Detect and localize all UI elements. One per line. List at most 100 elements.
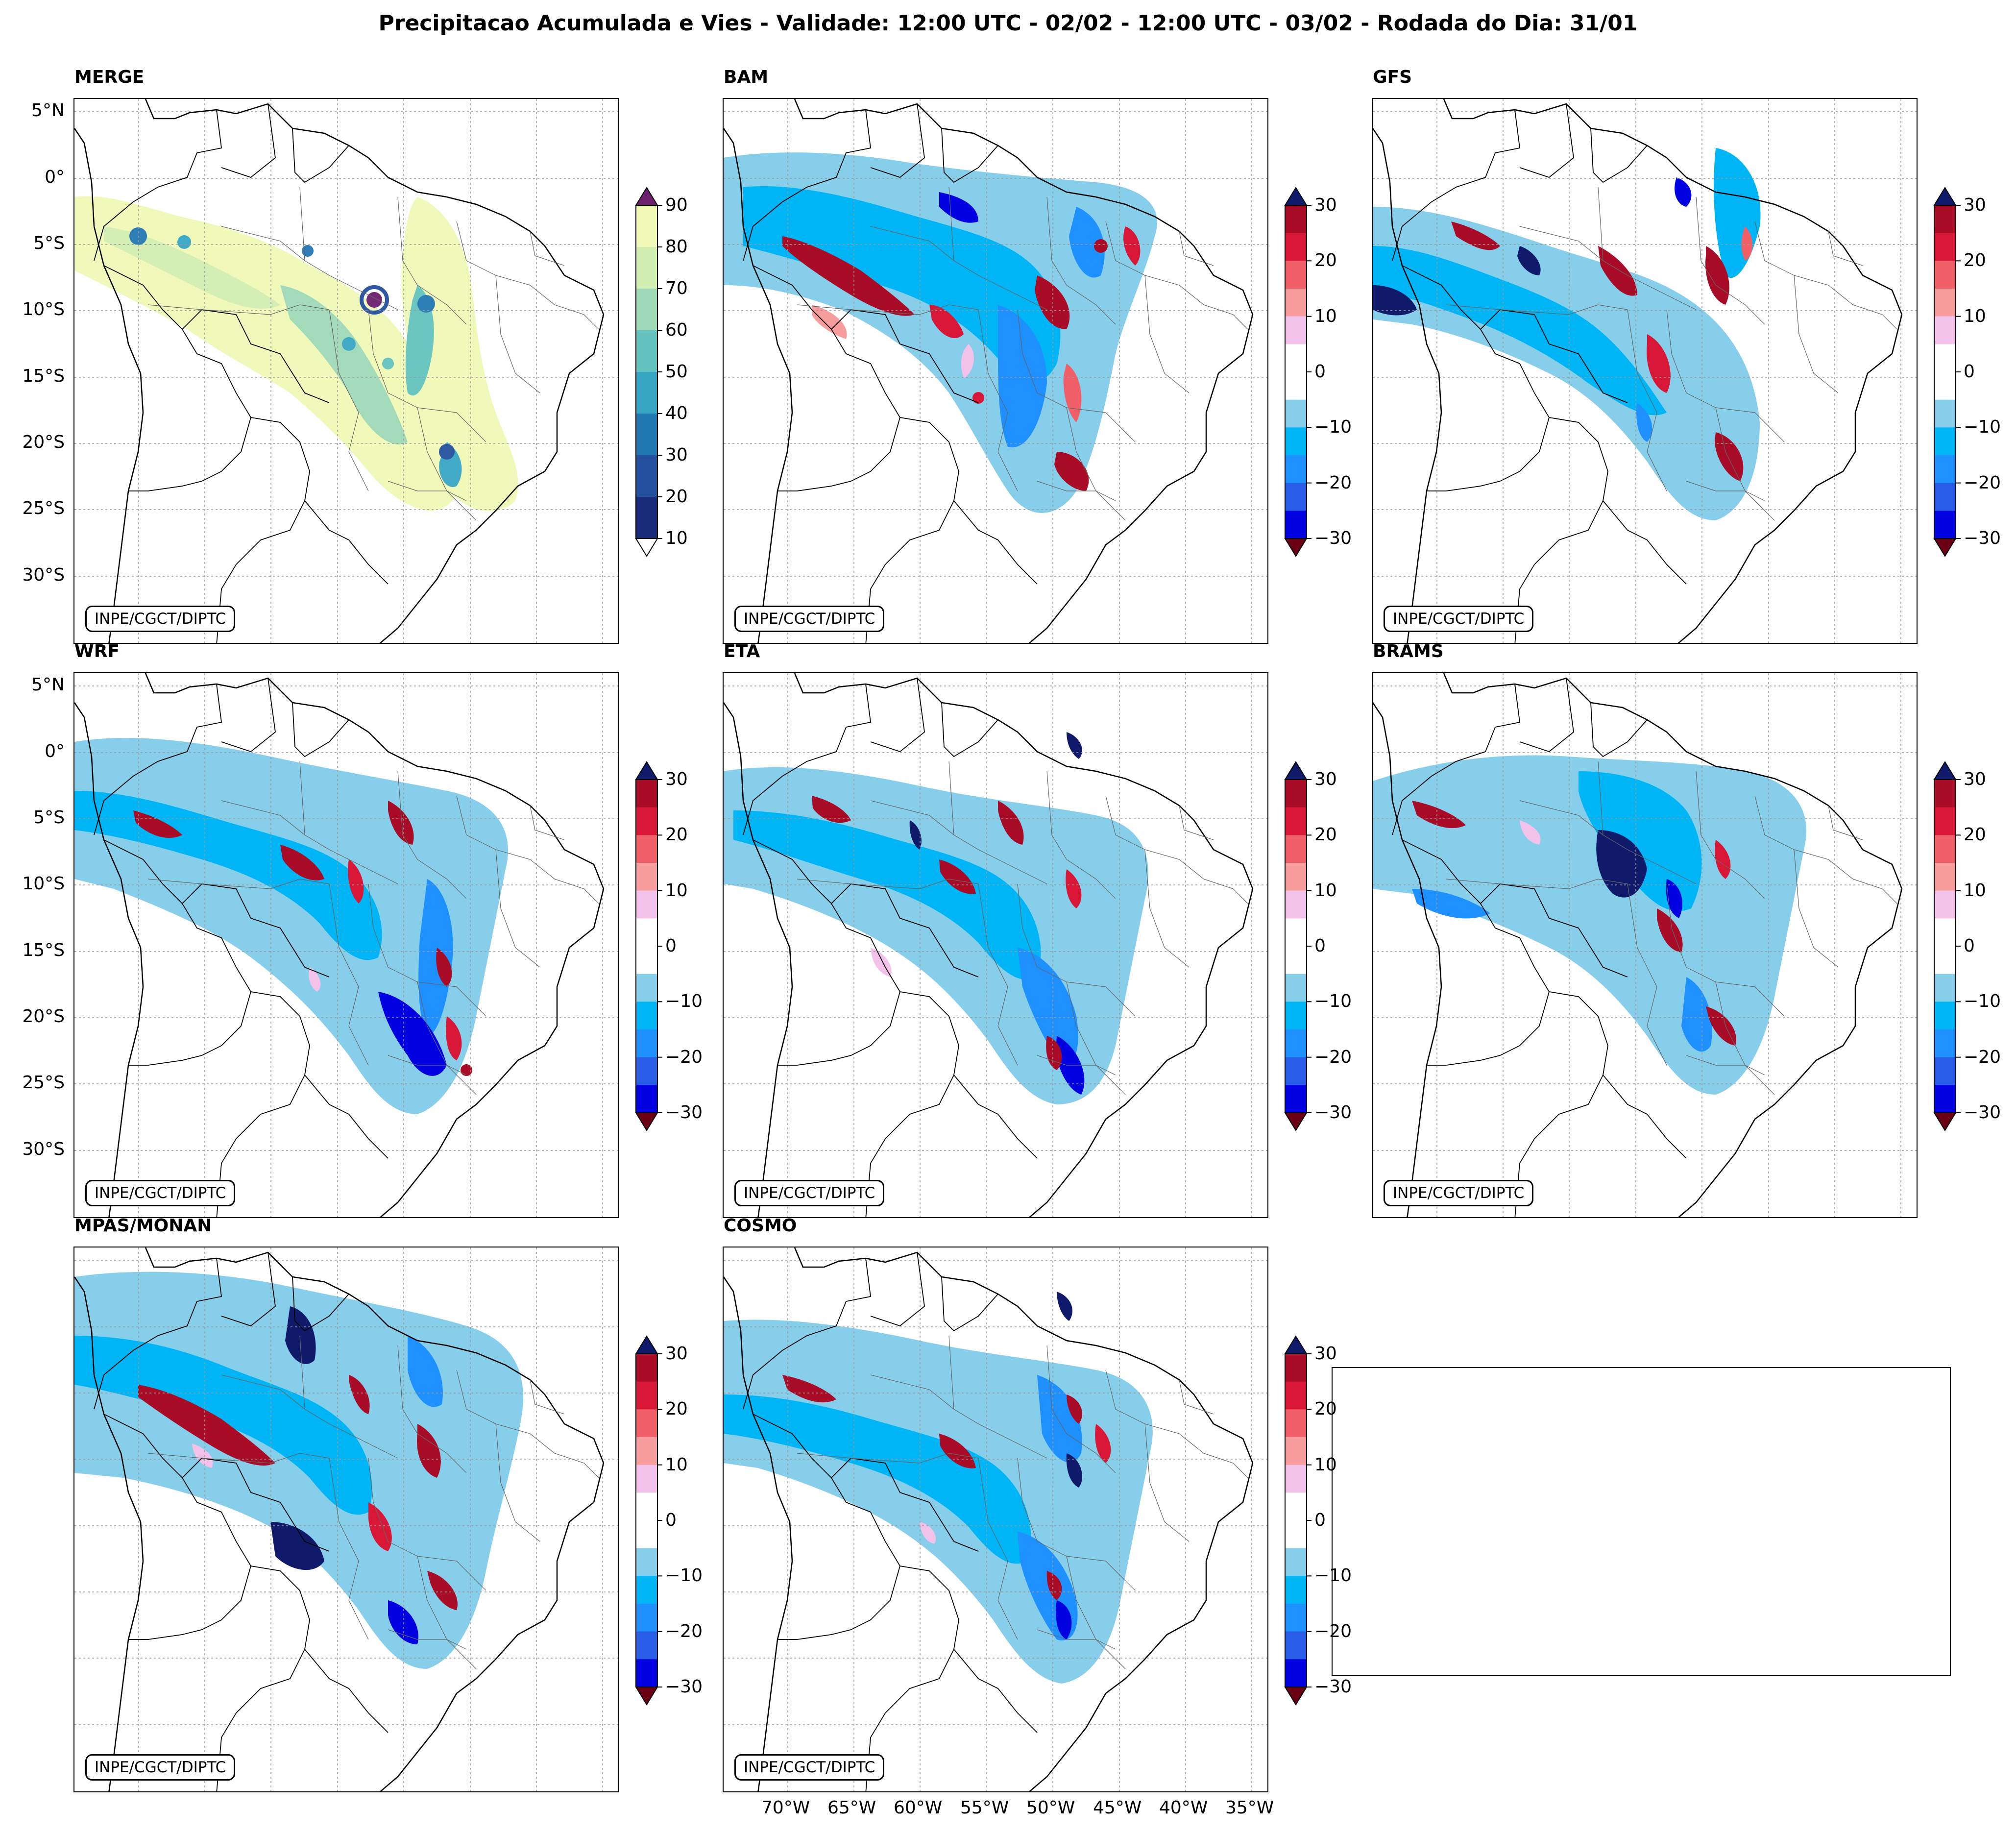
- latitude-label: 25°S: [22, 1073, 65, 1093]
- panel-title-brams: BRAMS: [1373, 641, 1444, 661]
- colorbar-segment: [636, 247, 657, 289]
- colorbar-segment: [1934, 918, 1956, 947]
- colorbar-segment: [1285, 1576, 1307, 1604]
- colorbar-segment: [636, 1409, 657, 1438]
- colorbar-tick-label: 10: [1314, 880, 1337, 901]
- gfs-bias-field: [1373, 99, 1917, 643]
- bias-colorbar: 30 20 10 0 −10 −20 −30: [1933, 187, 2001, 557]
- colorbar-segment: [1285, 1002, 1307, 1030]
- colorbar-segment: [1934, 289, 1956, 317]
- panel-title-bam: BAM: [724, 67, 769, 87]
- colorbar-tick-label: 10: [1964, 880, 1986, 901]
- colorbar-tick-label: −10: [1314, 991, 1352, 1012]
- colorbar-tick-label: −20: [665, 1047, 703, 1067]
- colorbar-tick-label: 60: [665, 320, 688, 340]
- latitude-label: 25°S: [22, 498, 65, 518]
- colorbar-segment: [636, 205, 657, 247]
- colorbar-segment: [1285, 890, 1307, 919]
- colorbar-tick-label: 20: [1964, 250, 1986, 271]
- colorbar-segment: [1934, 835, 1956, 863]
- colorbar-segment: [1285, 1492, 1307, 1521]
- map-panel-merge: INPE/CGCT/DIPTC: [73, 98, 619, 644]
- wrf-bias-field: [74, 673, 618, 1217]
- credit-label: INPE/CGCT/DIPTC: [1384, 606, 1534, 632]
- longitude-label: 55°W: [960, 1798, 1009, 1818]
- credit-label: INPE/CGCT/DIPTC: [85, 1754, 236, 1781]
- colorbar-tick-label: 30: [1314, 1344, 1337, 1364]
- panel-title-eta: ETA: [724, 641, 760, 661]
- colorbar-segment: [1285, 1437, 1307, 1466]
- colorbar-tick-label: 0: [1314, 1510, 1326, 1530]
- colorbar-tick-label: −20: [1314, 472, 1352, 493]
- colorbar-segment: [1285, 918, 1307, 947]
- colorbar-segment: [1934, 233, 1956, 261]
- colorbar-tick-label: −20: [665, 1621, 703, 1641]
- colorbar-segment: [636, 1354, 657, 1382]
- colorbar-segment: [636, 1002, 657, 1030]
- colorbar-extend-max: [635, 761, 658, 780]
- colorbar-segment: [636, 807, 657, 835]
- colorbar-segment: [636, 1437, 657, 1466]
- latitude-label: 0°: [45, 741, 65, 761]
- colorbar-segment: [1285, 1085, 1307, 1113]
- colorbar-segment: [636, 497, 657, 539]
- colorbar-tick-label: 30: [1314, 195, 1337, 215]
- map-panel-brams: INPE/CGCT/DIPTC: [1372, 672, 1918, 1218]
- longitude-label: 40°W: [1159, 1798, 1208, 1818]
- colorbar-tick-label: −30: [665, 1102, 703, 1123]
- colorbar-segment: [1934, 1002, 1956, 1030]
- credit-label: INPE/CGCT/DIPTC: [734, 606, 885, 632]
- map-panel-cosmo: INPE/CGCT/DIPTC: [723, 1247, 1268, 1792]
- colorbar-tick-label: −30: [1314, 1677, 1352, 1697]
- map-panel-eta: INPE/CGCT/DIPTC: [723, 672, 1268, 1218]
- colorbar-tick-label: 10: [1964, 306, 1986, 326]
- colorbar-segment: [636, 918, 657, 947]
- credit-label: INPE/CGCT/DIPTC: [734, 1180, 885, 1206]
- colorbar-tick-label: 40: [665, 403, 688, 423]
- colorbar-segment: [1285, 289, 1307, 317]
- latitude-label: 10°S: [22, 299, 65, 319]
- colorbar-segment: [1285, 372, 1307, 400]
- colorbar-segment: [1934, 890, 1956, 919]
- bias-colorbar: 30 20 10 0 −10 −20 −30: [1933, 761, 2001, 1131]
- colorbar-segment: [1934, 807, 1956, 835]
- colorbar-segment: [1285, 780, 1307, 808]
- colorbar-segment: [1285, 1548, 1307, 1576]
- colorbar-tick-label: −20: [1964, 472, 2001, 493]
- colorbar-segment: [1934, 511, 1956, 539]
- colorbar-segment: [1934, 344, 1956, 372]
- colorbar-segment: [1285, 233, 1307, 261]
- colorbar-tick-label: 30: [1314, 769, 1337, 789]
- colorbar-segment: [636, 455, 657, 497]
- colorbar-extend-min: [1933, 538, 1957, 557]
- colorbar-tick-label: 30: [665, 769, 688, 789]
- colorbar-segment: [636, 330, 657, 372]
- credit-label: INPE/CGCT/DIPTC: [734, 1754, 885, 1781]
- colorbar-extend-max: [1933, 187, 1957, 206]
- colorbar-tick-label: 20: [665, 487, 688, 507]
- colorbar-segment: [1934, 455, 1956, 484]
- colorbar-segment: [1285, 483, 1307, 511]
- latitude-label: 20°S: [22, 432, 65, 452]
- colorbar-tick-label: 30: [1964, 195, 1986, 215]
- colorbar-segment: [636, 1604, 657, 1632]
- bam-bias-field: [724, 99, 1267, 643]
- colorbar-extend-max: [635, 187, 658, 206]
- colorbar-tick-label: 0: [1964, 362, 1975, 382]
- bias-colorbar: 30 20 10 0 −10 −20 −30: [1284, 187, 1352, 557]
- colorbar-tick-label: 30: [1964, 769, 1986, 789]
- colorbar-segment: [1285, 863, 1307, 891]
- colorbar-tick-label: 20: [1964, 825, 1986, 845]
- colorbar-segment: [1934, 1057, 1956, 1085]
- credit-label: INPE/CGCT/DIPTC: [85, 1180, 236, 1206]
- colorbar-segment: [636, 372, 657, 414]
- colorbar-tick-label: 0: [1314, 936, 1326, 956]
- colorbar-tick-label: 20: [1314, 825, 1337, 845]
- colorbar-segment: [636, 863, 657, 891]
- latitude-label: 15°S: [22, 366, 65, 386]
- colorbar-segment: [1285, 974, 1307, 1002]
- colorbar-tick-label: 0: [1314, 362, 1326, 382]
- colorbar-segment: [1934, 780, 1956, 808]
- colorbar-segment: [1285, 835, 1307, 863]
- colorbar-tick-label: −10: [1964, 991, 2001, 1012]
